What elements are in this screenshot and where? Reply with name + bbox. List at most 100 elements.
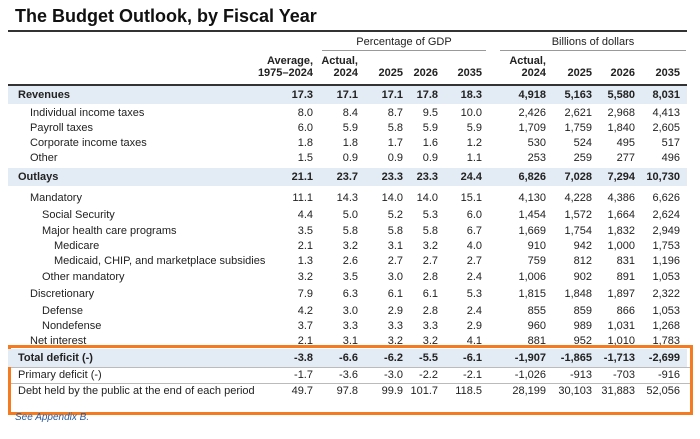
cell: 5.8 [342,225,358,237]
cell: 4.2 [297,305,313,317]
cell: 910 [527,240,546,252]
cell: 1,572 [564,209,592,221]
footnote: See Appendix B. [15,412,90,423]
cell: 6.7 [466,225,482,237]
cell: 859 [573,305,592,317]
cell: 2.9 [387,305,403,317]
cell: 495 [616,137,635,149]
cell: 11.1 [292,192,313,204]
cell: 2.8 [422,305,438,317]
column-header: Average, [266,55,313,67]
cell: 1.8 [342,137,358,149]
cell: 3.0 [387,271,403,283]
cell: 8,031 [652,89,680,101]
cell: 1,848 [564,288,592,300]
cell: 891 [616,271,635,283]
cell: 1.7 [387,137,403,149]
cell: 21.1 [291,171,313,183]
cell: 52,056 [646,385,680,397]
title: The Budget Outlook, by Fiscal Year [15,6,317,26]
cell: 24.4 [460,171,482,183]
cell: 1,832 [607,225,635,237]
cell: -3.6 [339,369,358,381]
cell: 0.9 [387,152,403,164]
cell: 5.3 [422,209,438,221]
row-label: Primary deficit (-) [18,369,102,381]
cell: 97.8 [336,385,358,397]
cell: 2.1 [297,240,313,252]
column-header: 2026 [413,67,438,79]
cell: 902 [573,271,592,283]
cell: 17.1 [336,89,358,101]
cell: 23.3 [416,171,438,183]
cell: 960 [527,320,546,332]
row-label: Social Security [42,209,115,221]
cell: 1.6 [422,137,438,149]
cell: 812 [573,255,592,267]
row-label: Mandatory [30,192,82,204]
cell: -1,026 [514,369,546,381]
cell: 3.7 [297,320,313,332]
cell: 2.6 [342,255,358,267]
rule [8,30,687,32]
cell: 524 [573,137,592,149]
cell: -1,907 [514,352,546,364]
cell: 1,709 [518,122,546,134]
cell: 942 [573,240,592,252]
column-header: 1975–2024 [257,67,313,79]
cell: 530 [527,137,546,149]
cell: 2.4 [466,271,482,283]
row-label: Medicaid, CHIP, and marketplace subsidie… [54,255,266,267]
cell: 10.0 [460,107,482,119]
row-label: Total deficit (-) [18,352,93,364]
cell: 5,163 [564,89,592,101]
row-label: Payroll taxes [30,122,93,134]
cell: 8.4 [342,107,358,119]
cell: 2.7 [387,255,403,267]
row-label: Defense [42,305,83,317]
cell: 5.8 [387,122,403,134]
row-label: Debt held by the public at the end of ea… [18,385,255,397]
cell: 2,624 [652,209,680,221]
cell: 1,010 [607,335,635,347]
rule [11,383,690,384]
column-header: 2026 [610,67,635,79]
cell: 1,753 [652,240,680,252]
cell: 1,000 [607,240,635,252]
cell: 23.7 [336,171,358,183]
cell: 0.9 [342,152,358,164]
cell: 1.5 [297,152,313,164]
row-label: Other [30,152,58,164]
cell: 2.9 [466,320,482,332]
cell: 989 [573,320,592,332]
cell: 17.8 [416,89,438,101]
cell: 1,897 [607,288,635,300]
cell: 9.5 [422,107,438,119]
cell: -1,865 [560,352,592,364]
cell: 17.1 [381,89,403,101]
column-header: Actual, [509,55,546,67]
cell: 1.3 [297,255,313,267]
group-header: Percentage of GDP [356,36,452,48]
cell: 7,294 [607,171,635,183]
cell: 5.8 [422,225,438,237]
row-label: Major health care programs [42,225,177,237]
cell: 10,730 [646,171,680,183]
cell: 1.8 [297,137,313,149]
cell: 7,028 [564,171,592,183]
cell: 496 [661,152,680,164]
cell: -916 [657,369,680,381]
cell: 14.0 [416,192,438,204]
cell: -3.0 [384,369,403,381]
cell: -6.2 [384,352,403,364]
cell: 4,386 [607,192,635,204]
cell: 3.2 [422,240,438,252]
cell: 759 [527,255,546,267]
cell: 49.7 [291,385,313,397]
cell: 3.3 [387,320,403,332]
cell: 6.0 [297,122,313,134]
cell: 4.4 [297,209,313,221]
rule [8,86,687,104]
cell: 18.3 [460,89,482,101]
